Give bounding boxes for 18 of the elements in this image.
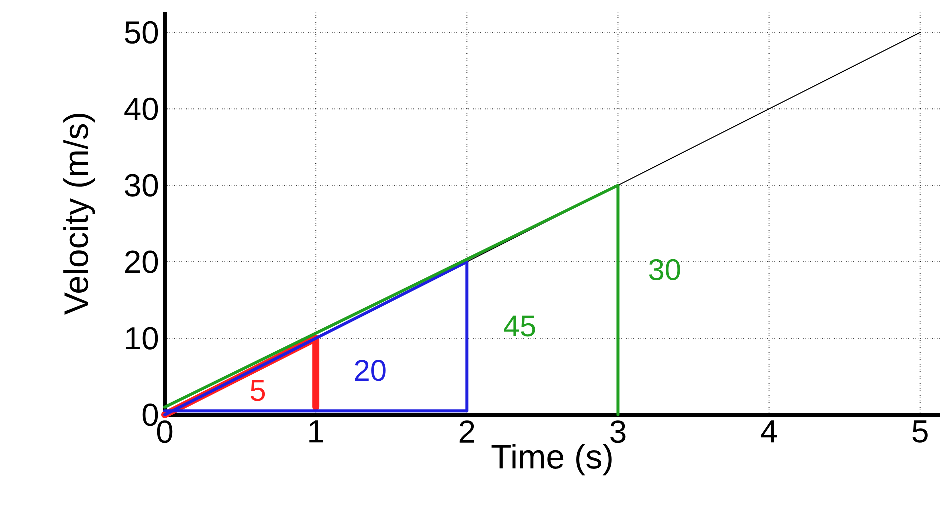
y-tick-label: 30: [125, 174, 158, 197]
y-tick-label: 50: [125, 21, 158, 44]
x-tick-label: 5: [912, 420, 928, 443]
x-axis-title: Time (s): [492, 444, 612, 476]
annotation: 5: [250, 380, 266, 402]
x-tick-label: 3: [610, 420, 626, 444]
y-tick-label: 20: [126, 250, 158, 274]
y-axis-title: Velocity (m/s): [64, 114, 96, 315]
x-tick-label: 4: [761, 420, 778, 443]
annotation: 45: [504, 316, 536, 337]
y-tick-label: 40: [124, 98, 158, 120]
x-tick-label: 1: [310, 420, 324, 443]
y-tick-label: 10: [126, 327, 158, 350]
annotation: 30: [649, 259, 680, 280]
y-tick-label: 0: [142, 404, 158, 426]
x-tick-label: 2: [460, 420, 474, 443]
x-tick-label: 0: [157, 420, 173, 444]
annotation: 20: [355, 360, 386, 382]
